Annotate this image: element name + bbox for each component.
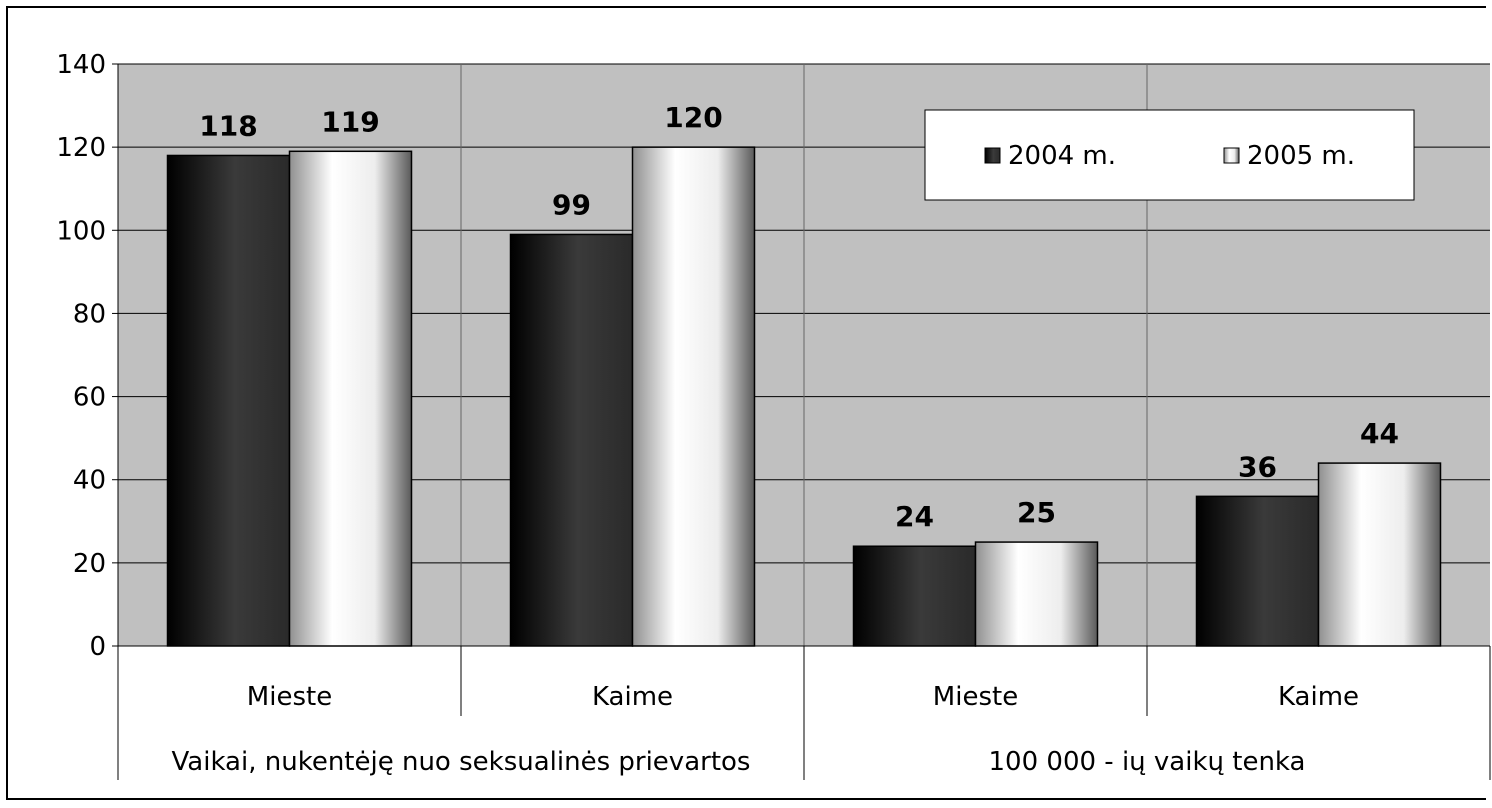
data-label-2005-0: 119 bbox=[321, 105, 379, 138]
y-tick-label: 80 bbox=[73, 299, 106, 329]
bar-2005-0 bbox=[288, 150, 413, 647]
y-tick-label: 100 bbox=[56, 216, 106, 246]
data-label-2005-1: 120 bbox=[664, 101, 722, 134]
data-label-2005-3: 44 bbox=[1360, 417, 1399, 450]
bar-2004-2 bbox=[852, 545, 977, 647]
x-category-label: Mieste bbox=[933, 682, 1018, 712]
x-category-label: Mieste bbox=[247, 682, 332, 712]
bar-2005-2 bbox=[974, 541, 1099, 647]
y-tick-label: 20 bbox=[73, 549, 106, 579]
bar-2004-1 bbox=[509, 233, 634, 647]
y-tick-label: 140 bbox=[56, 50, 106, 80]
legend-label-2004: 2004 m. bbox=[1008, 141, 1116, 171]
legend: 2004 m. 2005 m. bbox=[924, 109, 1415, 201]
x-group-label: Vaikai, nukentėję nuo seksualinės prieva… bbox=[172, 747, 751, 777]
y-tick-label: 120 bbox=[56, 133, 106, 163]
y-tick-label: 0 bbox=[89, 632, 106, 662]
legend-swatch-2005 bbox=[1223, 147, 1240, 164]
bar-2004-3 bbox=[1195, 495, 1320, 647]
bar-2004-0 bbox=[166, 154, 291, 647]
x-category-label: Kaime bbox=[1278, 682, 1359, 712]
legend-box bbox=[924, 109, 1415, 201]
legend-swatch-2004 bbox=[984, 147, 1001, 164]
y-tick-label: 60 bbox=[73, 383, 106, 413]
data-label-2004-0: 118 bbox=[199, 109, 257, 142]
y-tick-label: 40 bbox=[73, 466, 106, 496]
data-label-2004-1: 99 bbox=[552, 188, 591, 221]
data-label-2004-2: 24 bbox=[895, 500, 934, 533]
bar-2005-1 bbox=[631, 146, 756, 647]
x-group-label: 100 000 - ių vaikų tenka bbox=[989, 747, 1306, 777]
legend-label-2005: 2005 m. bbox=[1247, 141, 1355, 171]
x-category-label: Kaime bbox=[592, 682, 673, 712]
data-label-2004-3: 36 bbox=[1238, 450, 1277, 483]
bar-2005-3 bbox=[1317, 462, 1442, 647]
data-label-2005-2: 25 bbox=[1017, 496, 1056, 529]
